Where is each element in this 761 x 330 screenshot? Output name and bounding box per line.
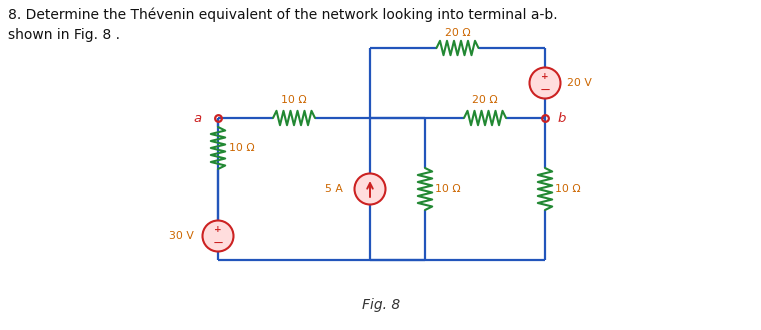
Text: 10 Ω: 10 Ω xyxy=(555,184,581,194)
Circle shape xyxy=(202,220,234,251)
Text: 20 Ω: 20 Ω xyxy=(444,28,470,38)
Text: a: a xyxy=(194,112,202,124)
Text: 10 Ω: 10 Ω xyxy=(435,184,460,194)
Text: 8. Determine the Thévenin equivalent of the network looking into terminal a-b.: 8. Determine the Thévenin equivalent of … xyxy=(8,8,558,22)
Text: b: b xyxy=(558,112,566,124)
Text: 20 Ω: 20 Ω xyxy=(472,95,498,105)
Text: 10 Ω: 10 Ω xyxy=(229,143,255,153)
Text: Fig. 8: Fig. 8 xyxy=(362,298,400,312)
Text: 30 V: 30 V xyxy=(169,231,194,241)
Text: −: − xyxy=(212,237,224,250)
Text: +: + xyxy=(214,225,221,234)
Text: 20 V: 20 V xyxy=(567,78,592,88)
Text: 10 Ω: 10 Ω xyxy=(281,95,307,105)
Circle shape xyxy=(355,174,386,205)
Text: 5 A: 5 A xyxy=(325,184,343,194)
Text: +: + xyxy=(541,72,549,81)
Text: −: − xyxy=(540,84,550,97)
Text: shown in Fig. 8 .: shown in Fig. 8 . xyxy=(8,28,120,42)
Circle shape xyxy=(530,68,561,98)
